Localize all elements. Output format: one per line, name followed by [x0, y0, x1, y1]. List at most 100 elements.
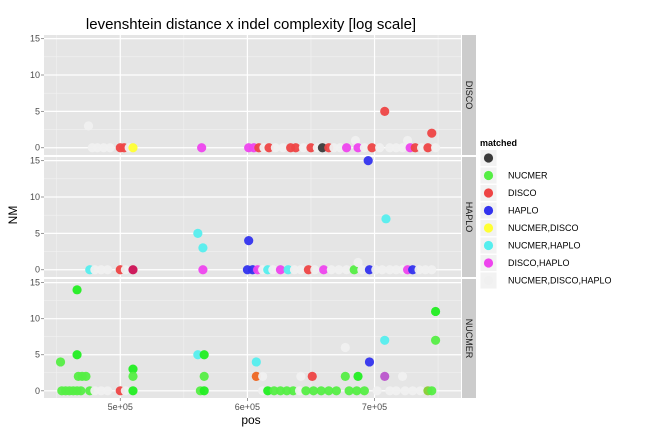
- data-point: [288, 386, 298, 396]
- data-point: [128, 364, 138, 374]
- data-point: [316, 386, 326, 396]
- data-point: [128, 143, 138, 153]
- legend-label: HAPLO: [508, 206, 539, 216]
- data-point: [251, 357, 261, 367]
- data-point: [275, 265, 286, 275]
- data-point: [334, 265, 344, 275]
- data-point: [120, 386, 130, 396]
- y-axis-title: NM: [6, 206, 20, 225]
- legend-entry: NUCMER,DISCO,HAPLO: [479, 271, 612, 290]
- facet-strip: [462, 157, 476, 277]
- data-point: [83, 121, 94, 131]
- x-tick-label: 6e+05: [235, 402, 260, 412]
- data-point: [371, 265, 381, 275]
- data-point: [364, 265, 375, 275]
- data-point: [198, 265, 208, 275]
- data-point: [340, 371, 350, 381]
- y-tick-label: 15: [30, 34, 40, 44]
- data-point: [414, 265, 424, 275]
- data-point: [381, 214, 391, 224]
- legend-swatch: [483, 170, 494, 181]
- data-point: [380, 371, 390, 381]
- x-axis-title: pos: [241, 413, 260, 427]
- data-point: [357, 265, 367, 275]
- data-point: [296, 265, 306, 275]
- data-point: [416, 143, 427, 153]
- data-point: [319, 265, 329, 275]
- data-point: [283, 265, 293, 275]
- y-tick-label: 10: [30, 192, 40, 202]
- data-point: [329, 143, 339, 153]
- data-point: [430, 306, 441, 317]
- data-point: [350, 135, 361, 146]
- legend-title: matched: [480, 138, 517, 148]
- facet-strip-label: NUCMER: [464, 319, 474, 359]
- y-tick-label: 5: [35, 106, 40, 116]
- data-point: [193, 228, 203, 238]
- data-point: [380, 106, 390, 116]
- y-tick-label: 0: [35, 265, 40, 275]
- data-point: [258, 371, 268, 381]
- legend-entry: NUCMER,HAPLO: [479, 236, 581, 255]
- data-point: [102, 265, 113, 275]
- panel-background: [44, 279, 461, 398]
- chart-title: levenshtein distance x indel complexity …: [86, 16, 416, 33]
- data-point: [380, 335, 390, 345]
- data-point: [363, 156, 373, 166]
- x-tick-label: 5e+05: [108, 402, 133, 412]
- data-point: [410, 143, 420, 153]
- data-point: [282, 386, 292, 396]
- legend-swatch: [483, 153, 494, 163]
- data-point: [359, 386, 369, 396]
- facet-panels: 0 5 10 15 DISCO 0 5 10 15 HAPLO 0 5 10 15 NUCMER: [30, 34, 476, 398]
- data-point: [427, 386, 437, 396]
- y-tick-label: 10: [30, 70, 40, 80]
- data-point: [102, 386, 113, 396]
- legend-swatch: [483, 258, 494, 268]
- data-point: [90, 265, 100, 275]
- data-point: [72, 285, 82, 295]
- data-point: [341, 143, 352, 153]
- y-tick-label: 15: [30, 156, 40, 166]
- facet-strip: [462, 279, 476, 398]
- data-point: [308, 386, 319, 396]
- data-point: [385, 265, 395, 275]
- data-point: [420, 265, 431, 275]
- data-point: [55, 357, 66, 367]
- data-point: [385, 143, 395, 153]
- legend: NUCMER DISCO HAPLO NUCMER,DISCO NUCMER,HAPLO…: [479, 149, 612, 290]
- data-point: [430, 335, 441, 345]
- data-point: [264, 143, 274, 153]
- data-point: [128, 265, 138, 275]
- data-point: [427, 265, 437, 275]
- data-point: [427, 128, 437, 138]
- data-point: [294, 386, 305, 396]
- legend-swatch: [483, 205, 494, 216]
- data-point: [326, 265, 336, 275]
- data-point: [403, 135, 413, 146]
- facet-strip-label: HAPLO: [464, 202, 474, 233]
- data-point: [199, 350, 209, 360]
- data-point: [92, 143, 102, 153]
- data-point: [296, 371, 306, 381]
- data-point: [251, 371, 261, 381]
- data-point: [198, 243, 208, 253]
- data-point: [324, 386, 334, 396]
- panel-nucmer: 0 5 10 15 NUCMER: [30, 278, 476, 398]
- legend-entry: DISCO: [479, 184, 537, 202]
- data-point: [415, 386, 425, 396]
- data-point: [96, 386, 106, 396]
- panel-background: [44, 35, 461, 155]
- legend-entry: DISCO,HAPLO: [479, 254, 570, 272]
- data-point: [335, 143, 345, 153]
- y-tick-label: 5: [35, 228, 40, 238]
- data-point: [367, 143, 377, 153]
- data-point: [306, 143, 316, 153]
- data-point: [423, 143, 433, 153]
- data-point: [352, 386, 362, 396]
- y-tick-label: 10: [30, 314, 40, 324]
- data-point: [397, 143, 408, 153]
- data-point: [353, 257, 363, 268]
- data-point: [128, 386, 138, 396]
- data-point: [193, 350, 203, 360]
